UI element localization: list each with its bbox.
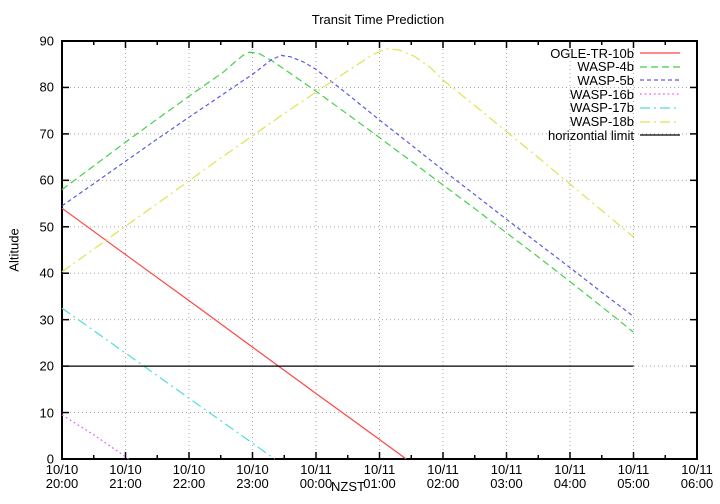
x-tick-time: 22:00 <box>172 476 206 491</box>
x-tick-date: 10/11 <box>427 462 459 477</box>
legend-item: horizontial limit <box>548 127 680 143</box>
x-axis-label: NZST <box>331 479 365 494</box>
x-tick-label: 10/10 22:00 <box>173 463 206 491</box>
legend-line-sample <box>640 52 680 54</box>
legend-label: WASP-16b <box>570 86 634 102</box>
legend-label: OGLE-TR-10b <box>550 45 634 61</box>
y-tick-label: 90 <box>39 33 54 49</box>
x-tick-label: 10/11 01:00 <box>363 463 396 491</box>
legend-item: OGLE-TR-10b <box>550 45 680 61</box>
x-tick-date: 10/11 <box>617 462 650 477</box>
x-tick-date: 10/11 <box>300 462 332 477</box>
legend-line-sample <box>640 107 680 109</box>
x-tick-label: 10/10 21:00 <box>109 463 142 491</box>
y-tick-label: 80 <box>39 79 54 95</box>
x-tick-date: 10/11 <box>681 462 713 477</box>
series-line-WASP-16b <box>61 414 130 460</box>
legend-label: WASP-17b <box>570 100 634 116</box>
x-tick-label: 10/11 02:00 <box>427 463 460 491</box>
y-tick-label: 40 <box>39 265 54 281</box>
legend-label: horizontial limit <box>548 127 634 143</box>
legend-line-sample <box>640 93 680 95</box>
legend-label: WASP-18b <box>570 114 634 129</box>
legend-line-sample <box>640 79 680 81</box>
x-tick-date: 10/10 <box>109 462 142 477</box>
y-tick-label: 10 <box>39 405 54 421</box>
x-tick-date: 10/10 <box>236 462 269 477</box>
y-tick-label: 70 <box>39 126 54 142</box>
x-tick-time: 00:00 <box>299 476 333 491</box>
x-tick-date: 10/11 <box>363 462 396 477</box>
x-tick-label: 10/10 20:00 <box>46 463 79 491</box>
series-line-WASP-5b <box>61 54 634 317</box>
legend-item: WASP-4b <box>577 59 680 75</box>
x-tick-label: 10/11 03:00 <box>490 463 523 491</box>
y-tick-label: 60 <box>39 172 54 188</box>
x-tick-date: 10/10 <box>45 462 79 477</box>
legend-label: WASP-4b <box>577 59 634 75</box>
x-tick-label: 10/11 06:00 <box>681 463 714 491</box>
x-tick-date: 10/11 <box>490 462 523 477</box>
y-tick-label: 0 <box>46 451 54 467</box>
legend-item: WASP-5b <box>577 72 680 88</box>
x-tick-time: 23:00 <box>236 476 269 491</box>
x-tick-date: 10/11 <box>554 462 586 477</box>
x-tick-label: 10/11 04:00 <box>554 463 587 491</box>
series-line-OGLE-TR-10b <box>61 207 407 460</box>
legend-item: WASP-17b <box>570 100 680 116</box>
chart-title: Transit Time Prediction <box>311 12 445 27</box>
series-line-WASP-17b <box>61 307 276 460</box>
plot-border <box>61 40 698 460</box>
x-tick-time: 20:00 <box>45 476 79 491</box>
series-line-WASP-4b <box>61 51 634 333</box>
series-line-WASP-18b <box>61 48 634 273</box>
x-tick-time: 21:00 <box>109 476 142 491</box>
x-tick-label: 10/11 05:00 <box>617 463 650 491</box>
y-tick-label: 30 <box>39 312 54 328</box>
x-tick-time: 06:00 <box>680 476 714 491</box>
x-tick-label: 10/10 23:00 <box>236 463 269 491</box>
x-tick-time: 01:00 <box>363 476 396 491</box>
legend-label: WASP-5b <box>577 72 634 88</box>
legend-item: WASP-16b <box>570 86 680 102</box>
legend-item: WASP-18b <box>570 114 680 129</box>
x-tick-time: 03:00 <box>490 476 523 491</box>
x-tick-time: 02:00 <box>426 476 460 491</box>
y-tick-label: 50 <box>39 219 54 235</box>
legend-line-sample <box>640 134 680 136</box>
x-tick-label: 10/11 00:00 <box>300 463 333 491</box>
legend-line-sample <box>640 66 680 68</box>
legend-line-sample <box>640 120 680 123</box>
x-tick-time: 05:00 <box>617 476 650 491</box>
y-tick-label: 20 <box>39 358 54 374</box>
gridlines <box>62 41 697 459</box>
x-tick-date: 10/10 <box>172 462 206 477</box>
x-tick-time: 04:00 <box>553 476 587 491</box>
